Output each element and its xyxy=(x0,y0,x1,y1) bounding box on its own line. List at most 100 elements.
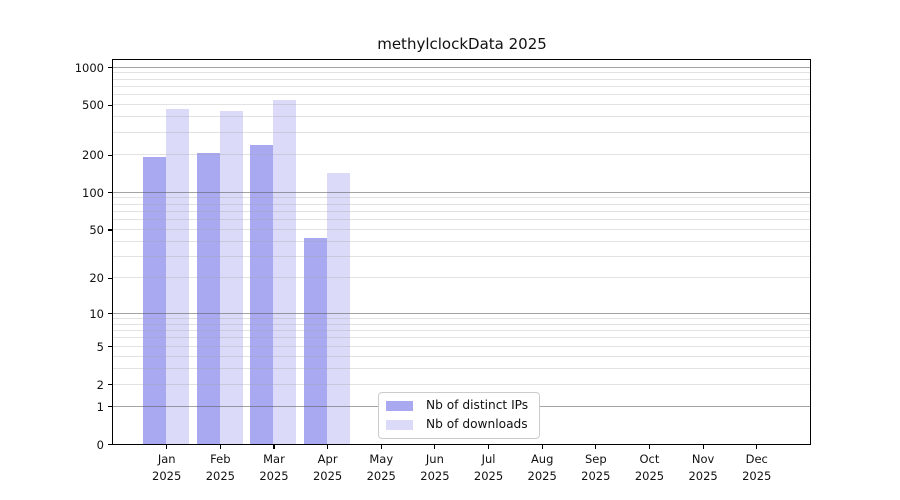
x-tick-mark-aug xyxy=(541,444,543,449)
x-tick-month: Aug xyxy=(530,452,554,466)
x-tick-month: Mar xyxy=(263,452,285,466)
x-tick-mark-apr xyxy=(327,444,329,449)
gridline-60 xyxy=(113,219,810,221)
gridline-6 xyxy=(113,337,810,339)
x-tick-year: 2025 xyxy=(152,468,182,483)
y-tick-mark-200 xyxy=(107,154,112,156)
gridlines-layer xyxy=(113,60,810,444)
y-tick-mark-1000 xyxy=(107,66,112,69)
x-tick-label-nov: Nov 2025 xyxy=(671,451,735,484)
y-tick-mark-0 xyxy=(107,443,112,446)
y-tick-mark-20 xyxy=(107,277,112,279)
x-tick-year: 2025 xyxy=(366,468,396,483)
x-tick-month: Nov xyxy=(691,452,715,466)
gridline-7 xyxy=(113,330,810,332)
x-tick-label-feb: Feb 2025 xyxy=(188,451,252,484)
y-tick-label-5: 5 xyxy=(96,339,104,354)
bar-downloads-apr xyxy=(327,173,351,444)
x-tick-label-jun: Jun 2025 xyxy=(403,451,467,484)
x-tick-year: 2025 xyxy=(742,468,772,483)
y-tick-label-20: 20 xyxy=(89,271,104,286)
bar-downloads-feb xyxy=(219,110,243,444)
x-tick-month: Oct xyxy=(639,452,660,466)
gridline-5 xyxy=(113,345,810,347)
y-tick-mark-500 xyxy=(107,104,112,106)
x-tick-label-oct: Oct 2025 xyxy=(617,451,681,484)
gridline-3 xyxy=(113,367,810,369)
y-tick-mark-100 xyxy=(107,192,112,194)
gridline-2 xyxy=(113,383,810,385)
x-tick-month: Jan xyxy=(157,452,176,466)
x-tick-mark-may xyxy=(380,444,382,449)
legend-swatch-downloads xyxy=(386,419,413,430)
gridline-40 xyxy=(113,240,810,242)
legend-item-downloads: Nb of downloads xyxy=(386,417,528,432)
gridline-800 xyxy=(113,78,810,80)
bar-distinct-ips-jan xyxy=(143,156,167,444)
y-tick-label-50: 50 xyxy=(89,222,104,237)
x-tick-mark-jun xyxy=(434,444,436,449)
x-tick-year: 2025 xyxy=(420,468,450,483)
x-tick-year: 2025 xyxy=(473,468,504,483)
y-tick-label-0: 0 xyxy=(96,437,104,452)
bar-distinct-ips-apr xyxy=(304,237,328,444)
gridline-500 xyxy=(113,104,810,106)
gridline-600 xyxy=(113,94,810,96)
gridline-400 xyxy=(113,116,810,118)
x-tick-month: May xyxy=(369,452,394,466)
y-tick-label-500: 500 xyxy=(82,98,104,113)
y-tick-label-1: 1 xyxy=(96,399,104,414)
gridline-90 xyxy=(113,197,810,199)
gridline-100 xyxy=(113,191,810,193)
x-tick-month: Jul xyxy=(481,452,496,466)
x-tick-mark-mar xyxy=(273,444,275,449)
bar-distinct-ips-mar xyxy=(250,144,274,444)
bar-distinct-ips-feb xyxy=(196,152,220,444)
gridline-20 xyxy=(113,277,810,279)
y-tick-label-200: 200 xyxy=(82,148,104,163)
x-tick-year: 2025 xyxy=(688,468,718,483)
gridline-8 xyxy=(113,323,810,325)
x-tick-month: Jun xyxy=(425,452,444,466)
bar-downloads-mar xyxy=(273,100,297,444)
gridline-900 xyxy=(113,72,810,74)
gridline-200 xyxy=(113,154,810,156)
x-tick-mark-jan xyxy=(166,444,168,449)
y-tick-label-2: 2 xyxy=(96,377,104,392)
gridline-50 xyxy=(113,228,810,230)
gridline-10 xyxy=(113,312,810,314)
gridline-30 xyxy=(113,256,810,258)
x-tick-label-jul: Jul 2025 xyxy=(457,451,521,484)
y-tick-label-1000: 1000 xyxy=(74,60,104,75)
x-tick-label-may: May 2025 xyxy=(349,451,413,484)
x-tick-month: Apr xyxy=(317,452,338,466)
x-tick-year: 2025 xyxy=(312,468,343,483)
x-tick-label-mar: Mar 2025 xyxy=(242,451,306,484)
gridline-4 xyxy=(113,355,810,357)
y-tick-mark-2 xyxy=(107,383,112,386)
x-tick-month: Feb xyxy=(210,452,231,466)
legend-label-downloads: Nb of downloads xyxy=(426,417,528,431)
x-tick-month: Sep xyxy=(584,452,607,466)
gridline-70 xyxy=(113,210,810,212)
y-tick-label-100: 100 xyxy=(82,185,104,200)
chart-title: methylclockData 2025 xyxy=(377,35,547,53)
y-tick-mark-10 xyxy=(107,313,112,315)
x-tick-label-aug: Aug 2025 xyxy=(510,451,574,484)
gridline-1000 xyxy=(113,66,810,68)
y-tick-mark-1 xyxy=(107,406,112,408)
x-tick-label-sep: Sep 2025 xyxy=(564,451,628,484)
y-tick-mark-5 xyxy=(107,346,112,348)
y-tick-label-10: 10 xyxy=(89,306,104,321)
legend-swatch-distinct-ips xyxy=(386,400,413,411)
x-tick-year: 2025 xyxy=(634,468,665,483)
x-tick-mark-oct xyxy=(648,444,651,449)
gridline-700 xyxy=(113,85,810,87)
x-tick-mark-jul xyxy=(487,444,490,449)
x-tick-year: 2025 xyxy=(581,468,611,483)
x-tick-mark-feb xyxy=(219,444,221,449)
x-tick-year: 2025 xyxy=(205,468,235,483)
x-tick-month: Dec xyxy=(745,452,768,466)
x-tick-mark-nov xyxy=(702,444,704,449)
gridline-80 xyxy=(113,203,810,205)
